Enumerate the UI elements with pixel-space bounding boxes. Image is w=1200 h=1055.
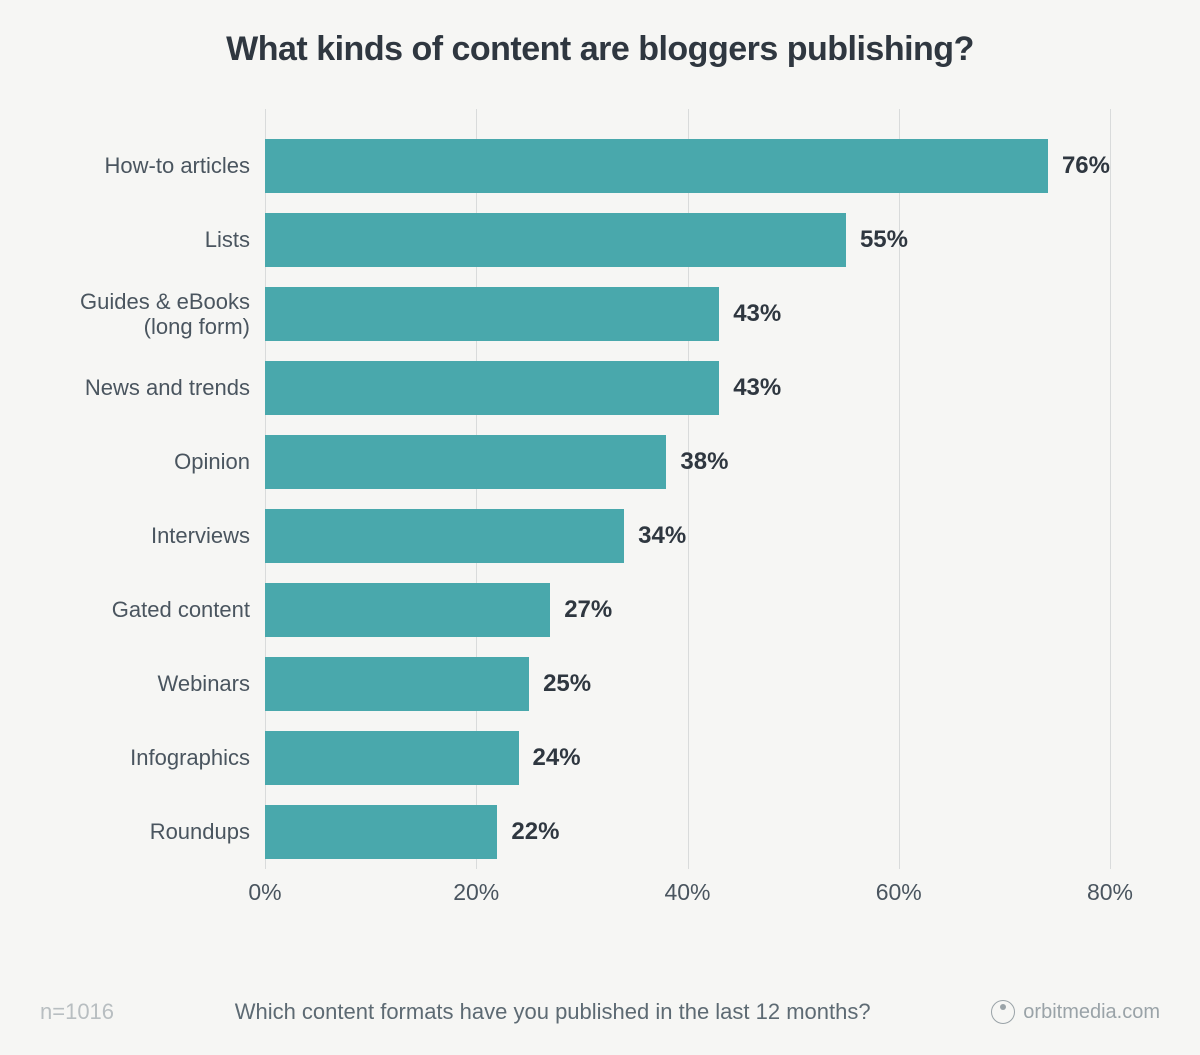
bar-value-label: 43% bbox=[733, 374, 781, 402]
bar-category-label: Opinion bbox=[55, 449, 265, 474]
bar bbox=[265, 287, 719, 341]
chart-container: What kinds of content are bloggers publi… bbox=[0, 0, 1200, 1055]
bar bbox=[265, 583, 550, 637]
x-tick-label: 40% bbox=[664, 879, 710, 906]
bar-value-label: 25% bbox=[543, 670, 591, 698]
bar-row: Infographics24% bbox=[265, 721, 1110, 795]
x-axis: 0%20%40%60%80% bbox=[265, 869, 1110, 919]
bar-value-label: 38% bbox=[680, 448, 728, 476]
bar bbox=[265, 657, 529, 711]
x-tick-label: 60% bbox=[876, 879, 922, 906]
bar-row: How-to articles76% bbox=[265, 129, 1110, 203]
gridline bbox=[1110, 109, 1111, 869]
bar-row: Interviews34% bbox=[265, 499, 1110, 573]
bar-category-label: News and trends bbox=[55, 375, 265, 400]
bar-value-label: 24% bbox=[533, 744, 581, 772]
bar bbox=[265, 731, 519, 785]
bar-category-label: Guides & eBooks(long form) bbox=[55, 289, 265, 340]
bar-value-label: 76% bbox=[1062, 152, 1110, 180]
bar-category-label: Gated content bbox=[55, 597, 265, 622]
bar bbox=[265, 509, 624, 563]
bar-row: Webinars25% bbox=[265, 647, 1110, 721]
bar-category-label: Infographics bbox=[55, 745, 265, 770]
bar bbox=[265, 361, 719, 415]
bar-category-label: Webinars bbox=[55, 671, 265, 696]
x-tick-label: 20% bbox=[453, 879, 499, 906]
bars-group: How-to articles76%Lists55%Guides & eBook… bbox=[265, 129, 1110, 869]
bar-value-label: 22% bbox=[511, 818, 559, 846]
bar-category-label: Interviews bbox=[55, 523, 265, 548]
bar-category-label: How-to articles bbox=[55, 153, 265, 178]
plot-area: How-to articles76%Lists55%Guides & eBook… bbox=[265, 109, 1110, 919]
bar-value-label: 55% bbox=[860, 226, 908, 254]
bar-row: Opinion38% bbox=[265, 425, 1110, 499]
bar-value-label: 43% bbox=[733, 300, 781, 328]
chart-title: What kinds of content are bloggers publi… bbox=[40, 30, 1160, 69]
x-tick-label: 80% bbox=[1087, 879, 1133, 906]
bar bbox=[265, 139, 1048, 193]
bar bbox=[265, 213, 846, 267]
chart-footer: n=1016 Which content formats have you pu… bbox=[40, 999, 1160, 1025]
bar-row: Lists55% bbox=[265, 203, 1110, 277]
brand: orbitmedia.com bbox=[991, 1000, 1160, 1024]
bar-value-label: 34% bbox=[638, 522, 686, 550]
bar-row: Roundups22% bbox=[265, 795, 1110, 869]
bar-row: Guides & eBooks(long form)43% bbox=[265, 277, 1110, 351]
chart-subtitle: Which content formats have you published… bbox=[114, 999, 991, 1025]
bar-category-label: Roundups bbox=[55, 819, 265, 844]
bar-row: News and trends43% bbox=[265, 351, 1110, 425]
bar-category-label: Lists bbox=[55, 227, 265, 252]
bar bbox=[265, 435, 666, 489]
sample-size: n=1016 bbox=[40, 999, 114, 1025]
bar bbox=[265, 805, 497, 859]
brand-label: orbitmedia.com bbox=[1023, 1001, 1160, 1024]
bar-row: Gated content27% bbox=[265, 573, 1110, 647]
bar-value-label: 27% bbox=[564, 596, 612, 624]
brand-icon bbox=[991, 1000, 1015, 1024]
x-tick-label: 0% bbox=[248, 879, 281, 906]
